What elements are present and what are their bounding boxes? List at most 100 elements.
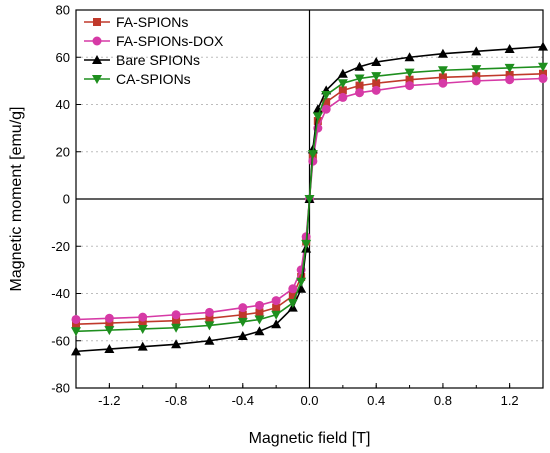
data-point-ca-spions <box>337 79 348 89</box>
y-axis-title: Magnetic moment [emu/g] <box>8 107 25 292</box>
legend: FA-SPIONs FA-SPIONs-DOX Bare SPIONs CA-SPIO… <box>84 14 224 87</box>
data-point-fa-spions-dox <box>254 300 264 310</box>
data-point-fa-spions <box>238 310 247 319</box>
data-point-ca-spions <box>312 112 323 122</box>
data-point-ca-spions <box>471 65 482 75</box>
data-point-fa-spions <box>72 320 80 329</box>
data-point-bare-spions <box>171 339 182 349</box>
ticks: -1.2 -0.8 -0.4 0.0 0.4 0.8 1.2 -80 -60 -40 -20 0 20 4… <box>51 3 544 408</box>
data-point-ca-spions <box>301 239 312 249</box>
y-tick-label: 40 <box>56 97 70 112</box>
data-point-fa-spions <box>405 75 414 84</box>
data-point-ca-spions <box>254 315 265 325</box>
legend-marker-ca-spions <box>92 75 102 84</box>
x-tick-label: -0.8 <box>165 393 187 408</box>
data-point-fa-spions-dox <box>238 303 248 313</box>
data-point-fa-spions-dox <box>271 296 281 306</box>
x-tick-label: 0.4 <box>367 393 385 408</box>
y-tick-label: 20 <box>56 144 70 159</box>
data-point-bare-spions <box>204 335 215 345</box>
y-tick-label: -40 <box>51 286 70 301</box>
data-point-ca-spions <box>538 62 548 72</box>
data-point-ca-spions <box>404 68 415 78</box>
data-point-fa-spions <box>288 291 297 300</box>
data-point-fa-spions-dox <box>138 312 148 322</box>
x-tick-label: -1.2 <box>98 393 120 408</box>
data-point-fa-spions-dox <box>204 307 214 317</box>
data-point-fa-spions-dox <box>538 74 548 84</box>
data-point-fa-spions-dox <box>371 85 381 95</box>
y-tick-label: -20 <box>51 239 70 254</box>
data-point-fa-spions-dox <box>505 75 515 85</box>
legend-marker-fa-spions-dox <box>92 36 102 46</box>
x-tick-label: 1.2 <box>501 393 519 408</box>
data-point-bare-spions <box>137 341 148 351</box>
data-point-fa-spions <box>322 98 331 107</box>
data-point-bare-spions <box>437 48 448 58</box>
x-tick-label: -0.4 <box>232 393 254 408</box>
data-point-bare-spions <box>271 319 282 329</box>
data-point-ca-spions <box>371 72 382 82</box>
legend-marker-bare-spions <box>92 55 102 64</box>
data-point-fa-spions <box>372 79 381 88</box>
legend-label-fa-spions: FA-SPIONs <box>116 14 188 30</box>
data-point-bare-spions <box>337 68 348 78</box>
legend-label-fa-spions-dox: FA-SPIONs-DOX <box>116 33 224 49</box>
data-point-fa-spions-dox <box>355 88 365 98</box>
y-tick-label: 0 <box>63 192 70 207</box>
data-point-ca-spions <box>307 150 318 160</box>
data-point-ca-spions <box>204 321 215 331</box>
data-point-fa-spions-dox <box>171 310 181 320</box>
data-point-ca-spions <box>354 74 365 84</box>
data-point-bare-spions <box>254 326 265 336</box>
x-tick-label: 0.0 <box>300 393 318 408</box>
data-point-fa-spions <box>138 317 147 326</box>
data-point-fa-spions-dox <box>321 104 331 114</box>
data-point-ca-spions <box>504 63 515 73</box>
data-point-ca-spions <box>171 323 182 333</box>
legend-label-ca-spions: CA-SPIONs <box>116 71 191 87</box>
y-tick-label: -60 <box>51 333 70 348</box>
data-point-fa-spions <box>205 314 214 323</box>
data-point-bare-spions <box>404 52 415 62</box>
data-point-fa-spions-dox <box>338 92 348 102</box>
data-point-fa-spions <box>338 86 347 95</box>
data-point-fa-spions <box>472 72 481 81</box>
data-point-bare-spions <box>104 344 115 354</box>
data-point-bare-spions <box>371 56 382 66</box>
data-point-bare-spions <box>296 283 307 293</box>
data-point-ca-spions <box>304 195 315 204</box>
data-point-fa-spions <box>355 81 364 90</box>
data-point-fa-spions <box>539 69 547 78</box>
data-point-fa-spions <box>438 73 447 82</box>
data-point-ca-spions <box>237 317 248 327</box>
data-point-fa-spions <box>172 316 181 325</box>
data-point-fa-spions <box>272 303 281 312</box>
data-point-fa-spions <box>105 319 114 328</box>
data-point-ca-spions <box>104 326 115 336</box>
data-point-bare-spions <box>538 41 548 51</box>
data-point-fa-spions-dox <box>288 284 298 294</box>
data-point-bare-spions <box>71 346 81 356</box>
x-axis-title: Magnetic field [T] <box>249 430 371 447</box>
data-series <box>71 41 548 356</box>
data-point-fa-spions-dox <box>104 313 114 323</box>
series-ca-spions <box>71 62 548 337</box>
data-point-ca-spions <box>137 324 148 334</box>
data-point-fa-spions-dox <box>405 81 415 91</box>
data-point-fa-spions-dox <box>471 76 481 86</box>
data-point-bare-spions <box>471 46 482 56</box>
data-point-ca-spions <box>271 310 282 320</box>
y-tick-label: 60 <box>56 50 70 65</box>
data-point-ca-spions <box>437 66 448 76</box>
legend-marker-fa-spions <box>93 18 101 26</box>
y-tick-label: 80 <box>56 3 70 18</box>
data-point-bare-spions <box>354 61 365 71</box>
data-point-fa-spions-dox <box>71 314 81 324</box>
data-point-ca-spions <box>296 277 307 287</box>
y-tick-label: -80 <box>51 381 70 396</box>
data-point-bare-spions <box>504 43 515 53</box>
data-point-bare-spions <box>237 331 248 341</box>
x-tick-label: 0.8 <box>434 393 452 408</box>
